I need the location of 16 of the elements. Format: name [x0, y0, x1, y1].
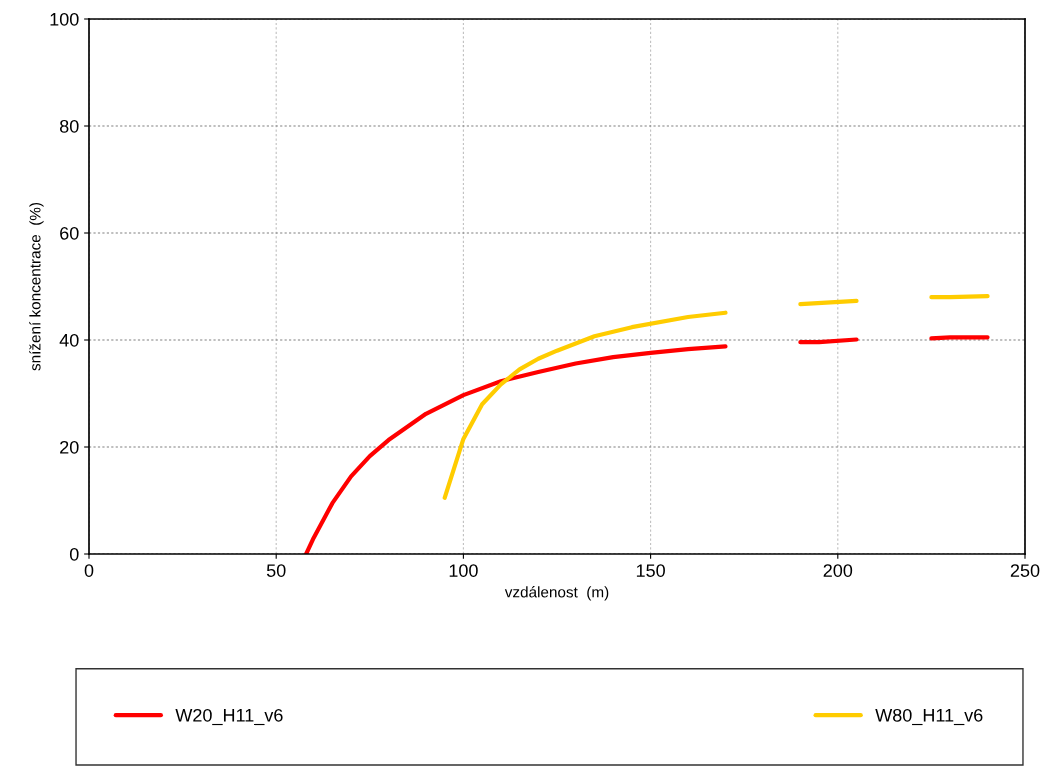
x-tick-label: 200 [823, 564, 853, 577]
x-axis-title: vzdálenost (m) [504, 586, 609, 601]
x-tick-label: 50 [266, 564, 286, 577]
x-tick-label: 100 [449, 564, 478, 577]
y-tick-label: 20 [60, 440, 79, 454]
y-tick-label: 80 [59, 119, 79, 133]
legend-label: W20_H11_v6 [175, 708, 283, 726]
x-tick-label: 150 [636, 564, 665, 577]
y-tick-label: 60 [60, 226, 79, 240]
x-tick-label: 250 [1010, 564, 1040, 577]
y-tick-label: 100 [50, 12, 79, 26]
y-tick-label: 0 [69, 547, 79, 561]
x-tick-label: 0 [84, 564, 94, 577]
y-axis-title: snížení koncentrace (%) [29, 202, 44, 371]
legend-label: W80_H11_v6 [875, 708, 983, 726]
y-tick-label: 40 [59, 333, 79, 347]
